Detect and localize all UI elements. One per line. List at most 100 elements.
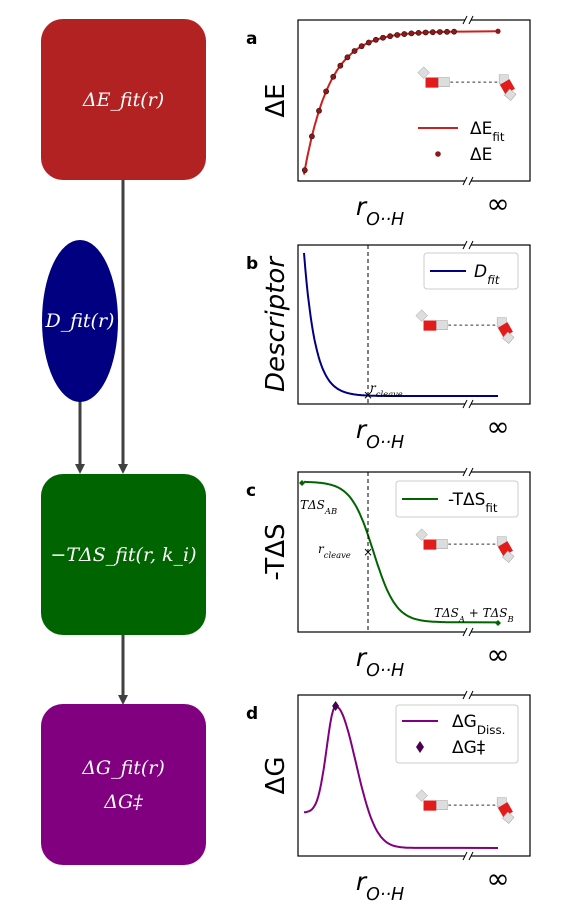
energy-data-point bbox=[408, 30, 415, 37]
x-axis-label: rO··H bbox=[356, 643, 404, 681]
descriptor-fit-ellipse: D_fit(r) bbox=[42, 240, 118, 402]
axis-break-mark bbox=[468, 15, 474, 25]
cleave-marker: × bbox=[363, 388, 373, 402]
water-o-atom bbox=[423, 539, 437, 550]
panel-letter: a bbox=[246, 29, 257, 49]
panel-letter: d bbox=[246, 704, 258, 724]
entropy-curve bbox=[304, 480, 499, 624]
panel-frame bbox=[297, 694, 531, 857]
water-h-atom bbox=[415, 528, 428, 541]
energy-data-point bbox=[358, 43, 365, 50]
legend-label: -TΔSfit bbox=[448, 490, 498, 515]
y-axis-label: -TΔS bbox=[261, 523, 291, 580]
y-axis-label: Descriptor bbox=[261, 255, 291, 392]
end-marker bbox=[495, 620, 501, 626]
axis-break-mark bbox=[462, 176, 468, 186]
axis-break-gap bbox=[465, 628, 471, 636]
legend-box bbox=[395, 704, 519, 764]
cleave-marker: × bbox=[363, 545, 373, 559]
energy-data-point bbox=[316, 107, 322, 114]
legend-label: ΔG‡ bbox=[452, 738, 486, 758]
free-energy-barrier-label: ΔG‡ bbox=[104, 790, 143, 813]
axis-break-mark bbox=[468, 851, 474, 861]
water-h-atom bbox=[415, 309, 428, 322]
axis-break-mark bbox=[468, 627, 474, 637]
axis-break-mark bbox=[462, 690, 468, 700]
energy-data-point bbox=[436, 29, 443, 35]
y-axis-label: ΔG bbox=[261, 757, 291, 795]
free-energy-curve bbox=[303, 705, 499, 849]
panel-frame bbox=[297, 471, 531, 633]
energy-data-point bbox=[351, 48, 358, 54]
axis-break-gap bbox=[465, 691, 471, 699]
energy-data-point bbox=[365, 39, 372, 46]
water-h-atom bbox=[502, 811, 515, 824]
axis-break-mark bbox=[468, 176, 474, 186]
water-dimer-icon bbox=[415, 789, 515, 824]
water-h-atom bbox=[436, 320, 448, 330]
energy-data-point bbox=[394, 32, 401, 38]
axis-break-mark bbox=[462, 240, 468, 250]
descriptor-curve bbox=[303, 252, 499, 398]
water-h-atom bbox=[504, 88, 517, 101]
legend-diamond bbox=[416, 741, 424, 753]
x-axis-infinity-label: ∞ bbox=[486, 187, 509, 220]
energy-data-point bbox=[444, 28, 450, 35]
energy-fit-label: ΔE_fit(r) bbox=[82, 88, 165, 111]
axis-break-gap bbox=[465, 400, 471, 408]
panel-frame bbox=[297, 19, 531, 182]
water-h-atom bbox=[502, 550, 515, 563]
x-axis-label: rO··H bbox=[356, 192, 404, 230]
axis-break-mark bbox=[468, 399, 474, 409]
axis-break-mark bbox=[462, 851, 468, 861]
water-o-atom bbox=[423, 320, 437, 331]
water-h-atom bbox=[417, 66, 430, 79]
legend-label: Dfit bbox=[474, 262, 501, 287]
energy-data-point bbox=[372, 36, 379, 43]
energy-data-point bbox=[422, 29, 429, 36]
x-axis-infinity-label: ∞ bbox=[486, 410, 509, 443]
axis-break-mark bbox=[462, 15, 468, 25]
barrier-marker bbox=[332, 701, 340, 711]
axis-break-gap bbox=[465, 468, 471, 476]
water-h-atom bbox=[436, 539, 448, 549]
water-h-atom bbox=[415, 789, 428, 802]
legend-box bbox=[395, 480, 519, 518]
entropy-fit-box: −TΔS_fit(r, k_i) bbox=[41, 474, 206, 635]
free-energy-box: ΔG_fit(r) ΔG‡ bbox=[41, 704, 206, 865]
axis-break-mark bbox=[468, 240, 474, 250]
y-axis-label: ΔE bbox=[261, 83, 291, 117]
x-axis-label: rO··H bbox=[356, 867, 404, 905]
axis-break-mark bbox=[462, 467, 468, 477]
energy-data-point bbox=[415, 29, 422, 36]
panel-letter: b bbox=[246, 254, 258, 274]
axis-break-gap bbox=[465, 16, 471, 24]
panel-b: b Descriptor rO··H ∞ ×rcleave Dfit bbox=[246, 240, 531, 453]
energy-data-point bbox=[337, 62, 344, 69]
descriptor-fit-label: D_fit(r) bbox=[45, 310, 115, 332]
axis-break-gap bbox=[465, 241, 471, 249]
water-o-atom bbox=[423, 800, 437, 811]
water-dimer-icon bbox=[415, 528, 515, 563]
x-axis-infinity-label: ∞ bbox=[486, 638, 509, 671]
x-axis-infinity-label: ∞ bbox=[486, 862, 509, 895]
axis-break-mark bbox=[468, 690, 474, 700]
energy-data-point bbox=[387, 33, 394, 40]
energy-data-point bbox=[401, 31, 408, 37]
energy-data-point bbox=[380, 34, 386, 41]
energy-fit-box: ΔE_fit(r) bbox=[41, 19, 206, 180]
water-dimer-icon bbox=[415, 309, 515, 344]
legend-label: ΔGDiss. bbox=[452, 712, 505, 737]
x-axis-label: rO··H bbox=[356, 415, 404, 453]
end-state-label: TΔSA + TΔSB bbox=[434, 606, 514, 624]
panel-frame bbox=[297, 244, 531, 405]
axis-break-gap bbox=[465, 177, 471, 185]
energy-data-point bbox=[495, 28, 501, 34]
start-state-label: TΔSAB bbox=[300, 498, 337, 516]
legend-label: ΔE bbox=[470, 145, 492, 165]
energy-data-point bbox=[323, 88, 330, 95]
panel-c: c -TΔS rO··H ∞ × rcleave TΔSAB TΔSA + TΔSB -TΔSf… bbox=[246, 467, 531, 681]
